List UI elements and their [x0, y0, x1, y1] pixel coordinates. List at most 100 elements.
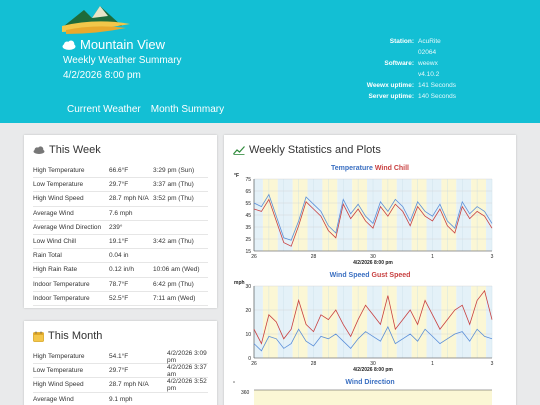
this-week-panel: This Week High Temperature 66.6°F 3:29 pm …: [24, 135, 217, 308]
info-row-weewx-uptime: Weewx uptime: 141 Seconds: [358, 80, 460, 91]
night-band: [396, 286, 403, 358]
y-tick-label: 0: [248, 356, 251, 362]
stat-label: High Temperature: [33, 167, 85, 175]
this-week-heading: This Week: [24, 135, 217, 156]
stat-row: High Rain Rate 0.12 in/h 10:06 am (Wed): [33, 263, 208, 278]
stat-time: 3:52 pm (Thu): [153, 195, 194, 203]
stat-value: 52.5°F: [109, 294, 129, 302]
stat-time: 4/2/2026 3:52 pm: [167, 377, 207, 392]
y-unit-label: °F: [234, 173, 239, 179]
stat-label: Low Temperature: [33, 367, 84, 375]
info-label: Station:: [389, 38, 414, 45]
night-band: [343, 286, 353, 358]
stat-label: Indoor Temperature: [33, 280, 90, 288]
series-line-gust-speed: [253, 289, 493, 345]
stat-time: 6:42 pm (Thu): [153, 280, 194, 288]
x-tick-label: 28: [311, 254, 317, 260]
line-chart-icon: [233, 146, 245, 155]
stat-value: 28.7 mph N/A: [109, 381, 149, 389]
day-band: [322, 286, 338, 358]
stat-value: 28.7 mph N/A: [109, 195, 149, 203]
x-tick-label: 30: [370, 361, 376, 367]
day-band: [262, 286, 278, 358]
info-value: 140 Seconds: [418, 93, 456, 100]
station-title: Mountain View: [62, 37, 165, 52]
x-tick-label: 1: [431, 361, 434, 367]
report-datetime: 4/2/2026 8:00 pm: [63, 70, 141, 81]
this-month-panel: This Month High Temperature 54.1°F 4/2/202…: [24, 321, 217, 405]
this-month-title: This Month: [48, 330, 103, 342]
series-line-wind-chill: [253, 198, 493, 247]
stat-row: Average Wind 9.1 mph: [33, 393, 208, 405]
stat-row: Indoor Temperature 78.7°F 6:42 pm (Thu): [33, 278, 208, 292]
stat-label: Rain Total: [33, 252, 62, 260]
legend-wind-direction: Wind Direction: [345, 379, 395, 386]
stat-value: 19.1°F: [109, 238, 129, 246]
stat-time: 7:11 am (Wed): [153, 294, 196, 302]
stat-row: Low Temperature 29.7°F 4/2/2026 3:37 am: [33, 363, 208, 379]
stat-row: Low Wind Chill 19.1°F 3:42 am (Thu): [33, 235, 208, 250]
x-tick-label: 30: [370, 254, 376, 260]
legend-gust-speed: Gust Speed: [371, 272, 411, 279]
night-band: [486, 286, 492, 358]
stat-label: High Wind Speed: [33, 381, 84, 389]
y-tick-label: 10: [245, 332, 251, 338]
plots-heading: Weekly Statistics and Plots: [224, 135, 516, 156]
stat-label: High Rain Rate: [33, 266, 78, 274]
nav-current-weather[interactable]: Current Weather: [67, 104, 141, 115]
date-label: 4/2/2026 8:00 pm: [353, 260, 393, 265]
stat-value: 0.04 in: [109, 252, 129, 260]
x-tick-label: 28: [311, 361, 317, 367]
night-band: [426, 286, 433, 358]
y-tick-label: 55: [245, 201, 251, 207]
y-tick-label: 20: [245, 308, 251, 314]
nav-bar: Current Weather Month Summary: [67, 104, 224, 115]
stat-label: Average Wind: [33, 395, 74, 403]
y-tick-label: 75: [245, 177, 251, 183]
stat-value: 29.7°F: [109, 367, 129, 375]
page-subtitle: Weekly Weather Summary: [63, 55, 182, 66]
wind-dir-plot-title: Wind Direction: [224, 379, 516, 386]
y-tick-label: 45: [245, 213, 251, 219]
dir-unit-label: °: [233, 381, 235, 387]
station-info: Station: AcuRite 02064 Software: weewx v…: [358, 36, 460, 102]
stat-label: Average Wind: [33, 209, 74, 217]
stat-row: High Wind Speed 28.7 mph N/A 4/2/2026 3:52…: [33, 377, 208, 393]
stat-time: 3:42 am (Thu): [153, 238, 194, 246]
cloud-icon: [62, 40, 76, 50]
stat-label: Average Wind Direction: [33, 223, 102, 231]
night-band: [337, 286, 344, 358]
stat-value: 0.12 in/h: [109, 266, 134, 274]
day-band: [471, 286, 487, 358]
stat-label: Indoor Temperature: [33, 294, 90, 302]
stat-row: High Temperature 54.1°F 4/2/2026 3:09 pm: [33, 350, 208, 365]
temp-plot-title: Temperature Wind Chill: [224, 165, 516, 172]
night-band: [307, 286, 314, 358]
stat-time: 4/2/2026 3:37 am: [167, 363, 207, 378]
y-tick-label: 35: [245, 225, 251, 231]
day-band: [292, 286, 308, 358]
this-week-title: This Week: [49, 144, 101, 156]
info-row-server-uptime: Server uptime: 140 Seconds: [358, 91, 460, 102]
y-tick-label: 30: [245, 284, 251, 290]
x-tick-label: 26: [251, 361, 257, 367]
stat-value: 9.1 mph: [109, 395, 133, 403]
cloud-icon: [33, 146, 45, 154]
this-month-heading: This Month: [24, 321, 217, 342]
stat-value: 7.6 mph: [109, 209, 133, 217]
series-line-temperature: [253, 193, 493, 241]
info-value: AcuRite 02064: [418, 38, 441, 56]
stat-value: 66.6°F: [109, 167, 129, 175]
stat-time: 10:06 am (Wed): [153, 266, 200, 274]
stat-label: High Temperature: [33, 353, 85, 361]
wind-direction-chart: ° 360: [233, 381, 492, 405]
date-label: 4/2/2026 8:00 pm: [353, 367, 393, 372]
stat-label: High Wind Speed: [33, 195, 84, 203]
day-band: [381, 286, 397, 358]
legend-wind-speed: Wind Speed: [329, 272, 370, 279]
calendar-icon: [33, 331, 44, 342]
info-label: Server uptime:: [368, 93, 414, 100]
nav-month-summary[interactable]: Month Summary: [150, 104, 225, 115]
y-tick-label: 25: [245, 237, 251, 243]
